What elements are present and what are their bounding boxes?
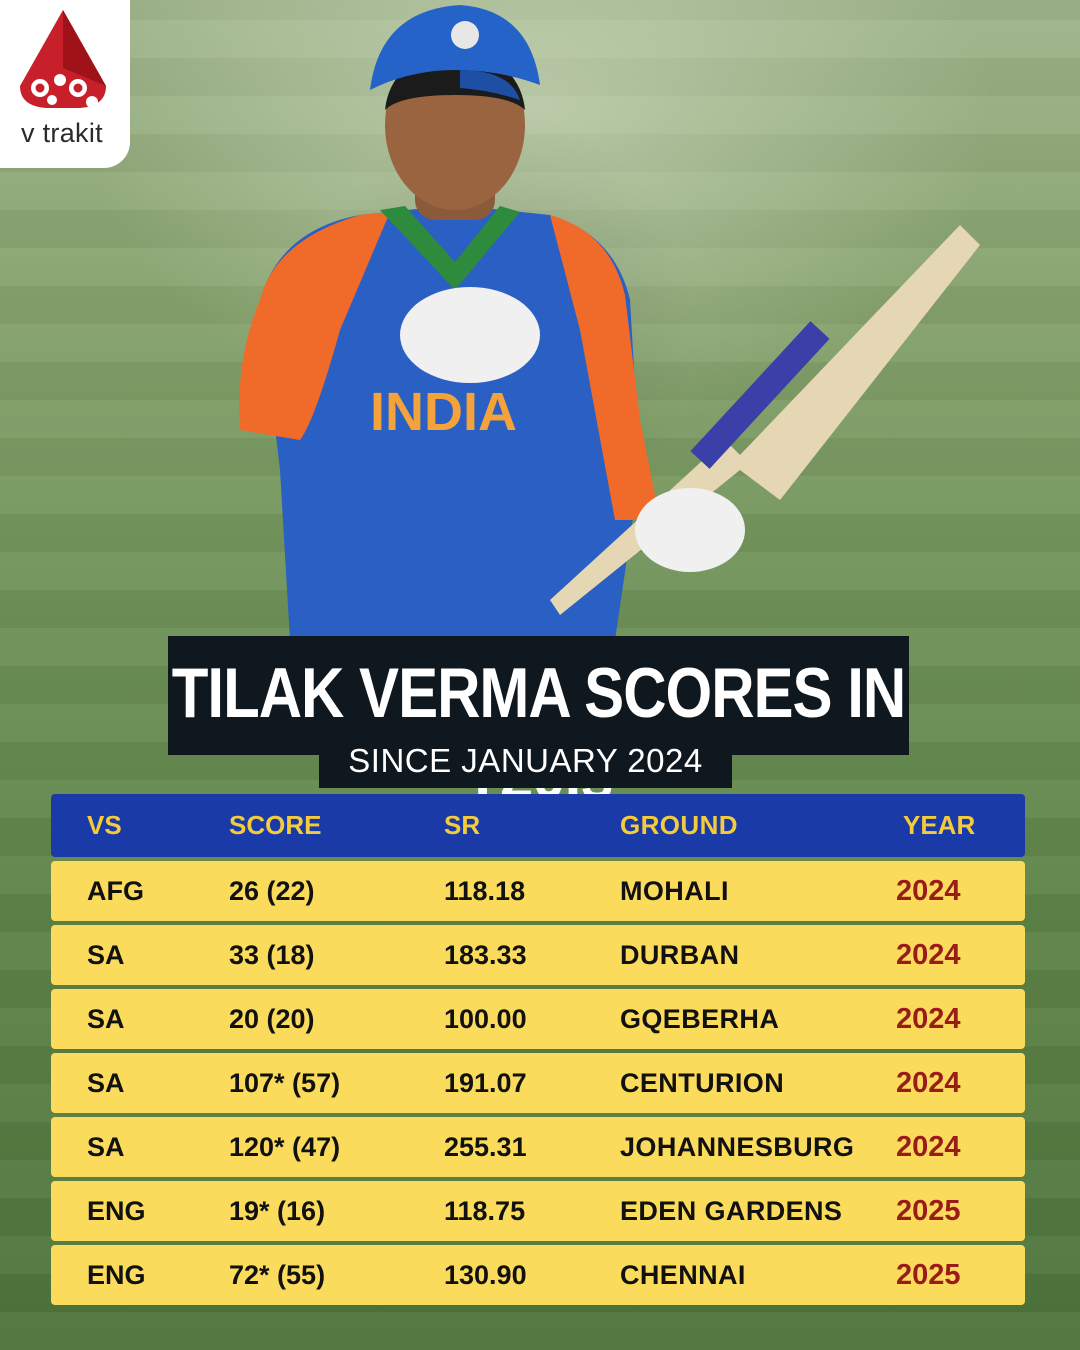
cell-score: 107* (57) <box>229 1067 341 1098</box>
cell-score: 72* (55) <box>229 1259 326 1290</box>
cell-ground: MOHALI <box>620 875 729 906</box>
table-row: AFG 26 (22) 118.18 MOHALI 2024 <box>51 861 1025 921</box>
cell-ground: JOHANNESBURG <box>620 1131 855 1162</box>
header-ground: GROUND <box>620 810 738 840</box>
cell-score: 33 (18) <box>229 939 315 970</box>
cell-vs: ENG <box>87 1259 146 1290</box>
player-photo: INDIA <box>239 5 980 640</box>
brand-name: v trakit <box>21 118 103 148</box>
brand-logo-panel: v trakit <box>0 0 130 168</box>
cell-year: 2025 <box>896 1194 961 1227</box>
cell-sr: 130.90 <box>444 1259 527 1290</box>
cell-vs: AFG <box>87 875 144 906</box>
table-row: ENG 19* (16) 118.75 EDEN GARDENS 2025 <box>51 1181 1025 1241</box>
header-year: YEAR <box>903 810 976 840</box>
cell-year: 2024 <box>896 938 961 971</box>
cell-year: 2024 <box>896 1066 961 1099</box>
cell-sr: 118.75 <box>444 1195 526 1226</box>
cell-score: 20 (20) <box>229 1003 315 1034</box>
cell-sr: 191.07 <box>444 1067 527 1098</box>
cell-vs: SA <box>87 1067 125 1098</box>
cell-ground: CHENNAI <box>620 1259 746 1290</box>
cell-vs: SA <box>87 939 125 970</box>
title-banner: TILAK VERMA SCORES IN T20Is <box>168 636 909 814</box>
cell-year: 2024 <box>896 1002 961 1035</box>
cell-sr: 118.18 <box>444 875 526 906</box>
header-score: SCORE <box>229 810 322 840</box>
header-vs: VS <box>87 810 122 840</box>
table-header: VS SCORE SR GROUND YEAR <box>51 794 1025 857</box>
cell-score: 26 (22) <box>229 875 315 906</box>
cell-sr: 255.31 <box>444 1131 527 1162</box>
subtitle-banner: SINCE JANUARY 2024 <box>319 730 732 788</box>
cell-score: 120* (47) <box>229 1131 341 1162</box>
table-row: SA 20 (20) 100.00 GQEBERHA 2024 <box>51 989 1025 1049</box>
svg-text:INDIA: INDIA <box>370 382 517 442</box>
table-row: ENG 72* (55) 130.90 CHENNAI 2025 <box>51 1245 1025 1305</box>
vtrakit-logo-icon <box>20 10 106 108</box>
cell-ground: EDEN GARDENS <box>620 1195 843 1226</box>
cell-ground: DURBAN <box>620 939 740 970</box>
page-subtitle: SINCE JANUARY 2024 <box>348 742 703 779</box>
cell-year: 2024 <box>896 874 961 907</box>
cell-year: 2025 <box>896 1258 961 1291</box>
cell-score: 19* (16) <box>229 1195 326 1226</box>
header-sr: SR <box>444 810 481 840</box>
cell-vs: SA <box>87 1131 125 1162</box>
cell-ground: CENTURION <box>620 1067 785 1098</box>
cell-year: 2024 <box>896 1130 961 1163</box>
table-row: SA 33 (18) 183.33 DURBAN 2024 <box>51 925 1025 985</box>
cell-vs: SA <box>87 1003 125 1034</box>
cell-sr: 100.00 <box>444 1003 527 1034</box>
cell-vs: ENG <box>87 1195 146 1226</box>
scores-table: VS SCORE SR GROUND YEAR AFG 26 (22) 118.… <box>51 794 1025 1305</box>
table-row: SA 120* (47) 255.31 JOHANNESBURG 2024 <box>51 1117 1025 1177</box>
cell-sr: 183.33 <box>444 939 527 970</box>
cell-ground: GQEBERHA <box>620 1003 780 1034</box>
table-row: SA 107* (57) 191.07 CENTURION 2024 <box>51 1053 1025 1113</box>
